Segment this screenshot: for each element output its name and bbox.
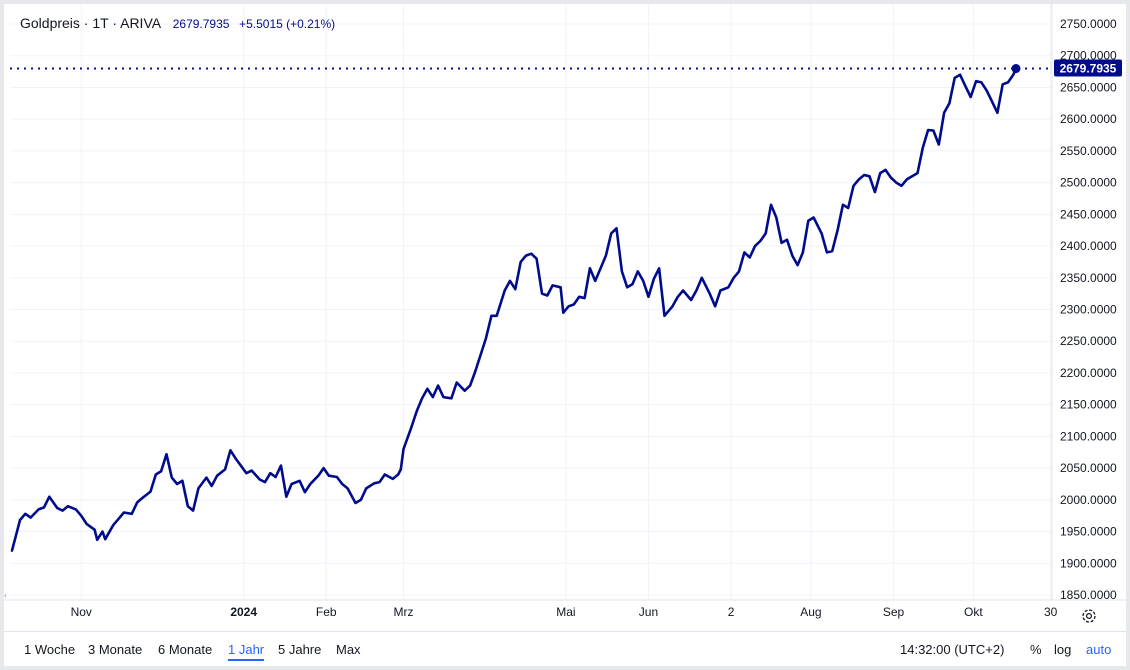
chart-widget: 1850.0000 1900.0000 1950.0000 2000.0000 2050… bbox=[4, 4, 1126, 666]
chart-legend: Goldpreis · 1T · ARIVA 2679.7935 +5.5015… bbox=[20, 15, 335, 31]
range-1-year-button[interactable]: 1 Jahr bbox=[228, 642, 265, 661]
range-1-week-button[interactable]: 1 Woche bbox=[24, 642, 76, 657]
price-change: +5.5015 (+0.21%) bbox=[239, 17, 336, 31]
y-tick-label: 2750.0000 bbox=[1060, 17, 1117, 31]
price-series-line[interactable] bbox=[10, 67, 1018, 552]
last-price-tag-label: 2679.7935 bbox=[1060, 62, 1117, 76]
y-tick-label: 2000.0000 bbox=[1060, 493, 1117, 507]
chevron-left-icon[interactable]: ‹ bbox=[4, 590, 7, 600]
last-price: 2679.7935 bbox=[172, 17, 230, 31]
x-tick-label: Aug bbox=[800, 605, 821, 619]
y-tick-label: 1850.0000 bbox=[1060, 588, 1117, 602]
timezone-clock[interactable]: 14:32:00 (UTC+2) bbox=[900, 642, 1005, 657]
x-tick-label: Mrz bbox=[393, 605, 413, 619]
y-tick-label: 1900.0000 bbox=[1060, 556, 1117, 570]
x-tick-label: 2024 bbox=[230, 605, 257, 619]
log-scale-toggle[interactable]: log bbox=[1054, 642, 1072, 657]
y-tick-label: 2300.0000 bbox=[1060, 303, 1117, 317]
y-tick-label: 2700.0000 bbox=[1060, 49, 1117, 63]
y-tick-label: 2150.0000 bbox=[1060, 398, 1117, 412]
x-tick-label: Sep bbox=[883, 605, 905, 619]
gear-icon[interactable] bbox=[1082, 609, 1096, 623]
y-tick-label: 2250.0000 bbox=[1060, 334, 1117, 348]
range-3-months-button[interactable]: 3 Monate bbox=[88, 642, 143, 657]
x-tick-label: Nov bbox=[71, 605, 92, 619]
y-tick-label: 2200.0000 bbox=[1060, 366, 1117, 380]
y-tick-label: 1950.0000 bbox=[1060, 525, 1117, 539]
percent-scale-toggle[interactable]: % bbox=[1030, 642, 1042, 657]
y-tick-label: 2350.0000 bbox=[1060, 271, 1117, 285]
range-6-months-button[interactable]: 6 Monate bbox=[158, 642, 213, 657]
y-tick-label: 2600.0000 bbox=[1060, 112, 1117, 126]
y-tick-label: 2500.0000 bbox=[1060, 176, 1117, 190]
y-tick-label: 2650.0000 bbox=[1060, 80, 1117, 94]
y-tick-label: 2100.0000 bbox=[1060, 429, 1117, 443]
last-price-dot bbox=[1011, 64, 1021, 74]
bottom-toolbar: 1 Woche 3 Monate 6 Monate 1 Jahr 5 Jahre… bbox=[4, 631, 1126, 667]
x-tick-label: Jun bbox=[639, 605, 658, 619]
y-tick-label: 2400.0000 bbox=[1060, 239, 1117, 253]
symbol-title[interactable]: Goldpreis · 1T · ARIVA bbox=[20, 15, 162, 31]
y-tick-label: 2050.0000 bbox=[1060, 461, 1117, 475]
x-tick-label: 30 bbox=[1044, 605, 1058, 619]
y-tick-label: 2550.0000 bbox=[1060, 144, 1117, 158]
x-tick-label: Okt bbox=[964, 605, 983, 619]
range-5-years-button[interactable]: 5 Jahre bbox=[278, 642, 322, 657]
y-tick-label: 2450.0000 bbox=[1060, 207, 1117, 221]
last-price-tag bbox=[1054, 59, 1122, 77]
range-max-button[interactable]: Max bbox=[336, 642, 361, 657]
auto-scale-toggle[interactable]: auto bbox=[1086, 642, 1112, 657]
price-chart[interactable]: 1850.0000 1900.0000 1950.0000 2000.0000 2050… bbox=[4, 4, 1126, 631]
x-tick-label: Feb bbox=[316, 605, 337, 619]
x-tick-label: 2 bbox=[728, 605, 735, 619]
x-tick-label: Mai bbox=[556, 605, 575, 619]
